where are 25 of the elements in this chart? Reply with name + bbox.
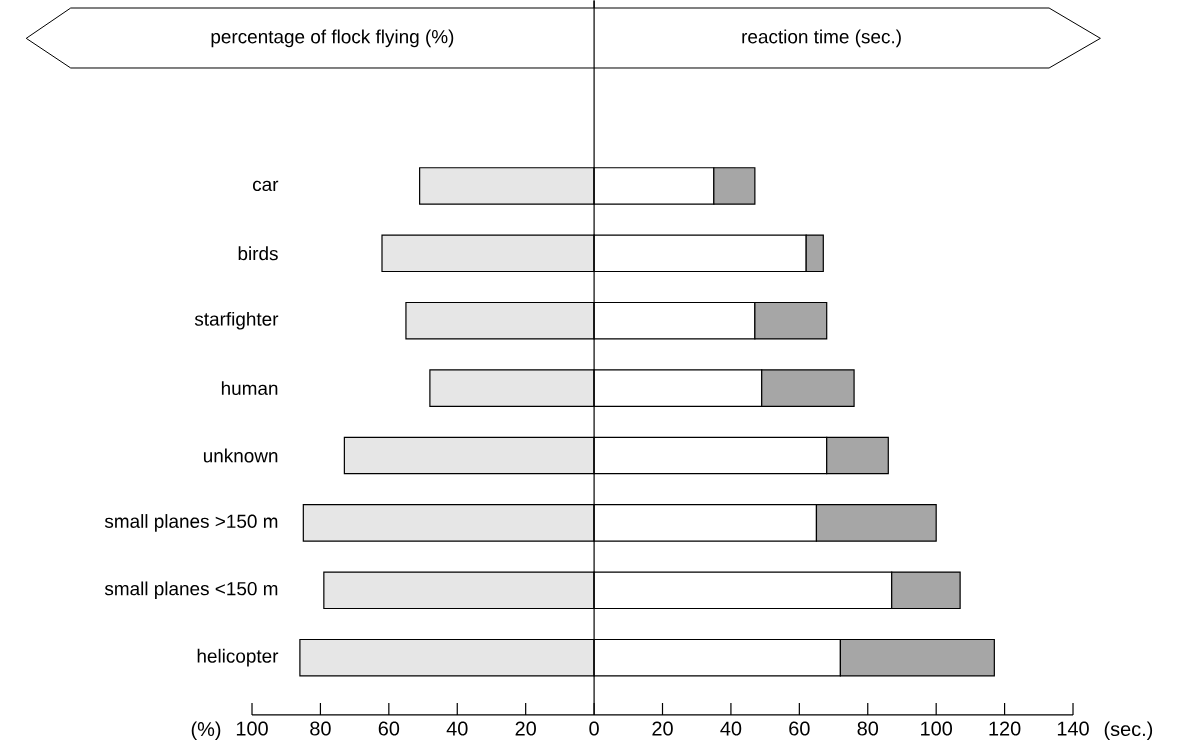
x-tick-label: 100 — [921, 721, 953, 736]
x-tick-label: 0 — [589, 721, 599, 736]
x-tick-label: 80 — [857, 721, 879, 736]
x-tick-label: 100 — [236, 721, 268, 736]
y-tick-label: starfighter — [194, 311, 279, 330]
x-tick-label: 80 — [310, 721, 331, 736]
y-tick-label: birds — [238, 246, 278, 261]
text: reaction time (sec.) — [742, 29, 901, 48]
x-tick-label: 60 — [789, 721, 810, 736]
x-tick-label: 40 — [446, 721, 468, 736]
x-tick-label: 140 — [1057, 721, 1089, 736]
text: (sec.) — [1104, 721, 1153, 741]
y-tick-label: small planes >150 m — [104, 514, 278, 532]
text: (%) — [191, 721, 221, 741]
x-tick-label: 20 — [515, 721, 536, 736]
x-tick-label: 120 — [989, 721, 1021, 736]
y-tick-label: car — [253, 180, 279, 192]
text: percentage of flock flying (%) — [211, 29, 454, 48]
y-tick-label: unknown — [203, 448, 278, 463]
x-tick-label: 20 — [652, 721, 673, 736]
y-tick-label: small planes <150 m — [104, 581, 278, 600]
x-tick-label: 40 — [720, 721, 742, 736]
y-tick-label: human — [221, 381, 278, 396]
y-tick-label: helicopter — [197, 648, 279, 667]
x-tick-label: 60 — [378, 721, 400, 736]
